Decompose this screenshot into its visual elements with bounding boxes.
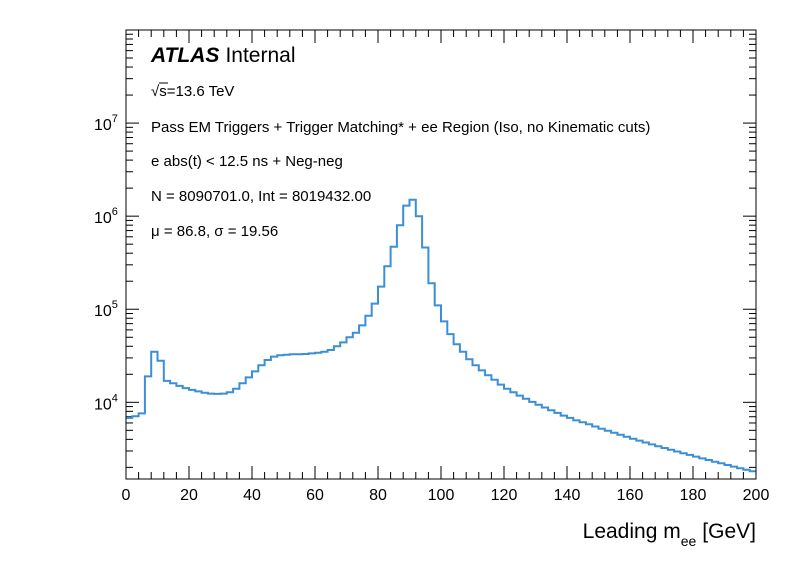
y-tick-base: 10 (94, 117, 112, 134)
fit-annotation: μ = 86.8, σ = 19.56 (151, 223, 278, 240)
x-tick-label: 100 (428, 487, 455, 504)
counts-annotation: N = 8090701.0, Int = 8019432.00 (151, 188, 371, 205)
x-tick-label: 0 (122, 487, 131, 504)
x-tick-label: 200 (743, 487, 770, 504)
histogram-line (126, 198, 756, 473)
x-tick-label: 40 (243, 487, 261, 504)
y-tick-base: 10 (94, 303, 112, 320)
y-tick-exponent: 5 (112, 299, 118, 311)
axis-ticks (125, 29, 757, 479)
energy-annotation: √s=13.6 TeV (151, 83, 234, 100)
atlas-label: ATLAS Internal (150, 44, 295, 67)
x-axis-title: Leading mee [GeV] (583, 520, 756, 549)
y-tick-base: 10 (94, 210, 112, 227)
x-tick-label: 120 (491, 487, 518, 504)
y-tick-label: 105 (94, 299, 118, 320)
y-tick-exponent: 7 (112, 113, 118, 125)
x-tick-label: 20 (180, 487, 198, 504)
y-tick-label: 106 (94, 206, 118, 227)
x-tick-label: 140 (554, 487, 581, 504)
y-tick-label: 104 (94, 392, 118, 413)
plot-frame (125, 29, 757, 480)
y-tick-base: 10 (94, 396, 112, 413)
x-tick-labels: 0 20 40 60 80 100 120 140 160 180 200 (122, 487, 770, 504)
y-tick-label: 107 (94, 113, 118, 134)
x-tick-label: 160 (617, 487, 644, 504)
selection-annotation: Pass EM Triggers + Trigger Matching* + e… (151, 119, 650, 136)
x-tick-label: 60 (306, 487, 324, 504)
y-tick-exponent: 4 (112, 392, 118, 404)
y-tick-exponent: 6 (112, 206, 118, 218)
timing-annotation: e abs(t) < 12.5 ns + Neg-neg (151, 153, 343, 170)
x-tick-label: 80 (369, 487, 387, 504)
x-tick-label: 180 (680, 487, 707, 504)
